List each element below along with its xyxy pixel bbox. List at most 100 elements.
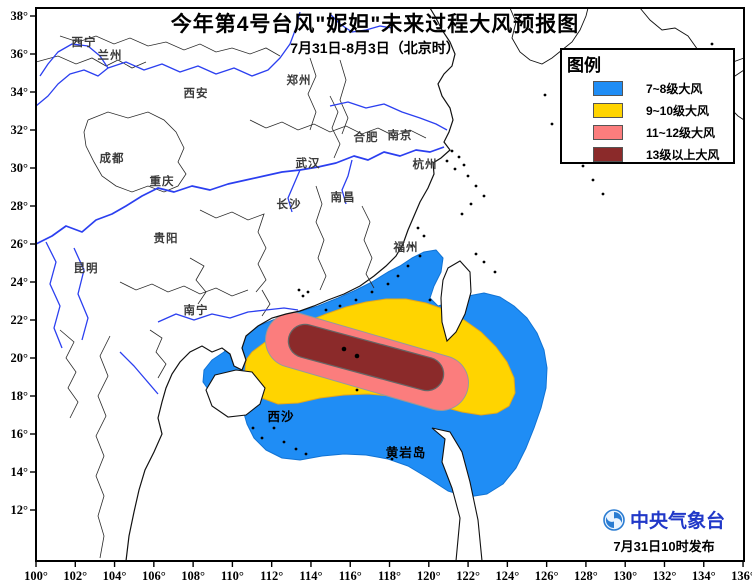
city-label: 郑州 <box>287 73 312 87</box>
border-line <box>95 335 111 559</box>
island-dot <box>550 122 554 126</box>
island-dot <box>482 194 486 198</box>
lat-tick-label: 34° <box>11 85 29 99</box>
lon-tick-label: 118° <box>378 569 401 583</box>
city-label: 南昌 <box>331 190 356 204</box>
city-label: 昆明 <box>74 261 99 275</box>
lat-tick-label: 28° <box>11 199 29 213</box>
island-dot <box>428 298 432 302</box>
river-line <box>45 241 63 349</box>
lat-tick-label: 36° <box>11 47 29 61</box>
far-coastline <box>509 7 589 65</box>
island-dot <box>543 93 547 97</box>
border-line <box>329 95 341 159</box>
lon-tick-label: 120° <box>417 569 441 583</box>
island-dot <box>460 212 464 216</box>
border-line <box>35 55 147 69</box>
lat-tick-label: 32° <box>11 123 29 137</box>
lat-tick-label: 12° <box>11 503 29 517</box>
typhoon-position-dot <box>341 346 347 352</box>
lon-tick-label: 130° <box>613 569 637 583</box>
island-dot <box>710 42 714 46</box>
lon-tick-label: 134° <box>692 569 716 583</box>
island-dot <box>282 440 286 444</box>
lat-tick-label: 20° <box>11 351 29 365</box>
river-line <box>287 169 301 213</box>
city-label: 西安 <box>184 86 209 100</box>
map-title: 今年第4号台风"妮妲"未来过程大风预报图 <box>170 13 580 36</box>
lat-tick-label: 30° <box>11 161 29 175</box>
lon-tick-label: 108° <box>181 569 205 583</box>
mainland-landmass <box>36 8 455 561</box>
legend-swatch <box>593 102 623 118</box>
island-dot <box>324 308 328 312</box>
lat-tick-label: 26° <box>11 237 29 251</box>
island-dot <box>445 159 449 163</box>
river-line <box>107 11 301 77</box>
legend-swatch <box>593 80 623 96</box>
lon-tick-label: 106° <box>142 569 166 583</box>
river-line <box>329 13 393 33</box>
lon-tick-label: 104° <box>103 569 127 583</box>
wind-zone-13plus <box>289 325 443 390</box>
legend-swatch <box>593 146 623 162</box>
island-dot <box>469 202 473 206</box>
island-dot <box>591 178 595 182</box>
issuer-block: 中央气象台 7月31日10时发布 <box>585 506 743 555</box>
lat-tick-label: 22° <box>11 313 29 327</box>
legend-item: 9~10级大风 <box>562 99 733 121</box>
lon-tick-label: 112° <box>260 569 283 583</box>
lon-tick-label: 126° <box>535 569 559 583</box>
lon-tick-label: 114° <box>299 569 322 583</box>
legend-swatch <box>593 124 623 140</box>
island-dot <box>474 184 478 188</box>
island-dot <box>301 294 305 298</box>
island-dot <box>416 226 420 230</box>
border-line <box>199 209 267 293</box>
island-dot <box>251 426 255 430</box>
island-dot <box>396 274 400 278</box>
lon-tick-label: 128° <box>574 569 598 583</box>
border-line <box>339 59 349 135</box>
river-line <box>329 101 448 131</box>
city-label: 西宁 <box>72 35 97 49</box>
lat-tick-label: 14° <box>11 465 29 479</box>
island-dot <box>260 436 264 440</box>
lat-tick-label: 38° <box>11 9 29 23</box>
border-line <box>261 289 271 317</box>
island-dot <box>422 234 426 238</box>
legend-label: 7~8级大风 <box>646 81 703 96</box>
border-line <box>59 35 281 57</box>
city-label: 重庆 <box>150 174 175 188</box>
island-dot <box>418 254 422 258</box>
river-line <box>341 159 353 205</box>
island-dot <box>355 388 359 392</box>
lat-tick-label: 24° <box>11 275 29 289</box>
island-dot <box>390 457 394 461</box>
city-label: 福州 <box>393 240 419 254</box>
coastline <box>125 7 456 562</box>
river-line <box>119 351 159 395</box>
legend-title: 图例 <box>567 56 601 75</box>
island-dot <box>493 270 497 274</box>
island-dot <box>297 288 301 292</box>
taiwan-island <box>440 260 472 343</box>
city-label: 南宁 <box>184 303 209 317</box>
legend-item: 11~12级大风 <box>562 121 733 143</box>
city-label: 贵阳 <box>154 231 179 245</box>
map-subtitle: 7月31日-8月3日（北京时） <box>290 40 460 56</box>
island-dot <box>354 298 358 302</box>
city-label: 合肥 <box>354 130 379 144</box>
island-dot <box>370 290 374 294</box>
lat-tick-label: 16° <box>11 427 29 441</box>
border-line <box>315 185 327 291</box>
city-label: 成都 <box>100 151 125 165</box>
lon-tick-label: 116° <box>339 569 362 583</box>
city-label: 兰州 <box>98 48 123 62</box>
border-line <box>249 119 427 139</box>
issue-time: 7月31日10时发布 <box>613 539 715 554</box>
island-dot <box>474 252 478 256</box>
city-label: 杭州 <box>413 157 438 171</box>
island-dot <box>304 452 308 456</box>
